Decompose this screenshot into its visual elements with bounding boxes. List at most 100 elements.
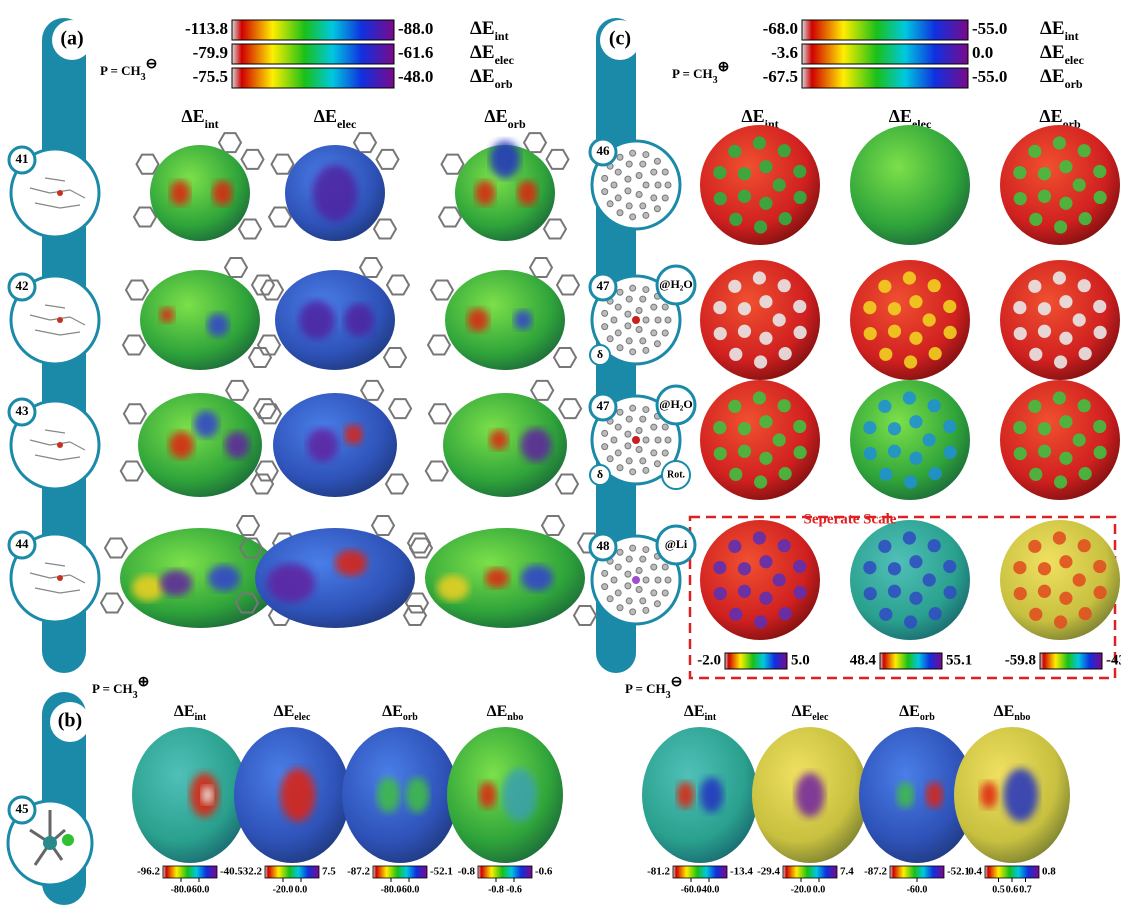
colorbar-max: 55.1 [946,652,972,668]
surface-spot [778,467,792,481]
term-base: ΔE [899,703,920,720]
surface-spot [887,562,902,576]
surface-spot [922,433,936,447]
term-label: ΔEorb [1039,106,1081,131]
surface-spot [793,445,807,460]
surface-spot [1059,451,1073,465]
term-sub: elec [812,712,829,723]
surface-spot [737,302,752,316]
ring [240,148,265,170]
ring [124,279,150,301]
term-base: ΔE [792,703,813,720]
colorbar-max: -40.5 [220,866,243,878]
compound-id: 45 [16,801,30,816]
surface-spot [778,212,792,226]
surface-spot [1013,191,1027,206]
atom [601,188,609,196]
surface-spot [1059,331,1073,345]
colorbar [984,865,1040,879]
metal [57,575,63,581]
halide [62,834,74,846]
surface [255,528,415,628]
surface-body [138,393,262,497]
surface-body [342,727,458,863]
ring [542,218,568,240]
surface-spot [927,279,941,293]
colorbar-tick-label: 0.5 [992,884,1005,895]
atom [650,423,658,431]
surface-spot [335,550,367,576]
atom [616,153,624,161]
term-sub: orb [508,117,526,131]
term-sub: int [205,117,219,131]
atom [629,608,637,616]
bond [44,304,66,309]
compound-id: 48 [597,538,611,553]
surface-spot [863,586,877,601]
substituents [256,256,411,369]
atom [614,194,622,202]
surface-spot [752,391,767,405]
atom [642,181,650,189]
surface-spot [772,573,786,587]
term-sub: orb [920,712,935,723]
surface-spot [928,607,942,621]
colorbar-min: -67.5 [763,67,798,86]
compound-circle [9,399,101,491]
surface-spot [793,299,807,314]
colorbar-max: -13.4 [730,866,753,878]
atom [653,460,661,468]
surface-spot [795,772,825,818]
term-label: ΔEint [174,703,207,723]
surface [642,727,758,863]
surface-spot [517,180,538,206]
ring [257,403,283,425]
substituents [424,379,583,495]
ring [404,592,430,614]
colorbar-max: 0.8 [1042,866,1056,878]
atom [625,555,633,563]
substituents [437,132,570,240]
panel-label-circle [600,20,640,60]
surface-spot [1093,299,1107,314]
ring [429,279,455,301]
atom [625,295,633,303]
surface-spot [777,144,791,158]
surface-body [120,528,280,628]
atom [614,303,622,311]
bond [34,454,61,461]
atom [639,160,647,168]
surface [700,380,820,500]
ring [437,206,463,228]
delta-label: δ [597,467,603,481]
surface-spot [863,420,877,435]
probe-charge: ⊕ [138,675,150,690]
surface-body [850,125,970,245]
atom [653,340,661,348]
delta-badge [589,344,611,366]
surface-spot [267,563,315,603]
guest-badge [655,524,697,566]
surface [700,260,820,380]
term-label: ΔEnbo [487,703,524,723]
surface-spot [1093,419,1107,434]
ring [358,256,384,279]
atom [654,576,662,584]
surface-spot [713,191,727,206]
surface-spot [753,615,768,629]
term-label: ΔEelec [470,42,515,66]
compound-badge [588,272,618,302]
atom [616,344,624,352]
surface-spot [737,189,752,203]
surface-spot [299,300,335,340]
ring [427,403,453,425]
compound-id: 47 [597,278,611,293]
atom [664,316,672,324]
surface-spot [879,607,893,621]
guest-label: @H₂O [659,277,692,291]
fullerene [601,544,672,616]
term-base: ΔE [741,106,764,126]
bond [59,456,81,461]
ring [121,334,147,356]
